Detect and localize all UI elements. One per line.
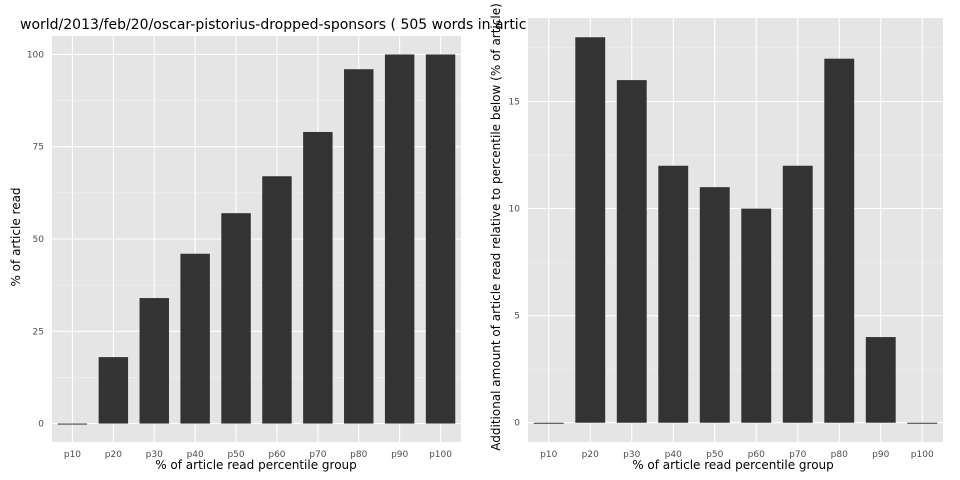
x-tick-label: p80 <box>831 450 848 460</box>
x-tick-label: p80 <box>350 450 367 460</box>
y-axis-title: % of article read <box>9 187 23 286</box>
x-axis-title: % of article read percentile group <box>632 458 834 472</box>
y-tick-label: 25 <box>33 327 44 337</box>
x-tick-label: p30 <box>146 450 163 460</box>
bar <box>98 357 129 424</box>
x-tick-label: p40 <box>665 450 682 460</box>
bar <box>699 187 730 423</box>
y-tick-label: 15 <box>509 98 520 108</box>
x-tick-label: p60 <box>748 450 765 460</box>
bar <box>425 54 456 424</box>
chart-title: world/2013/feb/20/oscar-pistorius-droppe… <box>20 17 526 33</box>
plot-area: 0 25 50 75 100 p10 p20 p30 p40 p50 p60 p70 p80 p90 p10… <box>27 36 461 460</box>
x-tick-label: p50 <box>706 450 723 460</box>
x-tick-label: p10 <box>540 450 557 460</box>
x-tick-label: p100 <box>429 450 452 460</box>
x-tick-label: p70 <box>309 450 326 460</box>
plot-area: 0 5 10 15 p10 p20 p30 p40 p50 p60 p70 p80 p90 p100 <box>509 18 943 460</box>
bar <box>616 80 647 423</box>
x-tick-label: p20 <box>582 450 599 460</box>
y-tick-label: 5 <box>514 312 520 322</box>
bar <box>782 165 813 423</box>
y-tick-label: 0 <box>38 420 44 430</box>
bar <box>741 208 772 423</box>
y-tick-label: 0 <box>514 419 520 429</box>
y-tick-label: 50 <box>33 235 45 245</box>
bar <box>221 213 251 424</box>
bar <box>139 298 169 424</box>
chart-additional-read: 0 5 10 15 p10 p20 p30 p40 p50 p60 p70 p80 p90 p100 % … <box>489 3 943 472</box>
bar <box>344 69 374 424</box>
x-tick-label: p40 <box>187 450 204 460</box>
bar <box>180 253 210 424</box>
x-tick-label: p60 <box>268 450 285 460</box>
x-tick-label: p100 <box>911 450 934 460</box>
bar <box>865 337 896 423</box>
x-tick-label: p70 <box>789 450 806 460</box>
y-axis-title: Additional amount of article read relati… <box>489 3 503 451</box>
x-tick-label: p20 <box>105 450 122 460</box>
y-tick-label: 75 <box>33 143 44 153</box>
bar <box>303 131 333 424</box>
bar <box>824 58 855 423</box>
bar <box>262 176 292 424</box>
bar <box>575 37 606 423</box>
x-tick-label: p10 <box>64 450 81 460</box>
y-tick-label: 10 <box>509 205 521 215</box>
x-tick-label: p90 <box>391 450 408 460</box>
bar <box>658 165 689 423</box>
bar <box>384 54 415 424</box>
x-tick-label: p90 <box>872 450 889 460</box>
x-tick-label: p30 <box>623 450 640 460</box>
x-tick-label: p50 <box>227 450 244 460</box>
bar <box>907 422 938 424</box>
bar <box>57 423 88 425</box>
bar <box>533 422 564 424</box>
x-axis-title: % of article read percentile group <box>155 458 357 472</box>
y-tick-label: 100 <box>27 50 44 60</box>
